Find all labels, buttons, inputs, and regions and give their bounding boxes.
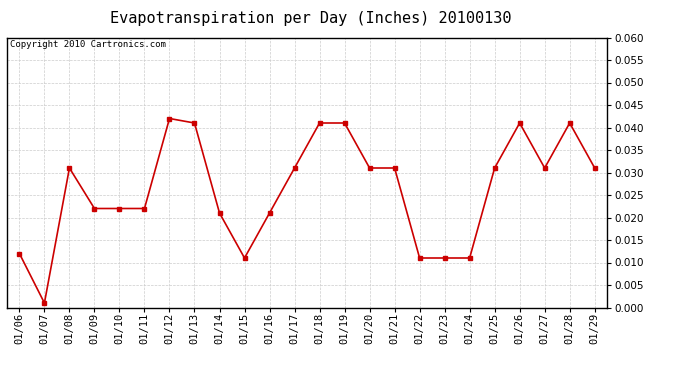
Text: Copyright 2010 Cartronics.com: Copyright 2010 Cartronics.com (10, 40, 166, 49)
Text: Evapotranspiration per Day (Inches) 20100130: Evapotranspiration per Day (Inches) 2010… (110, 11, 511, 26)
